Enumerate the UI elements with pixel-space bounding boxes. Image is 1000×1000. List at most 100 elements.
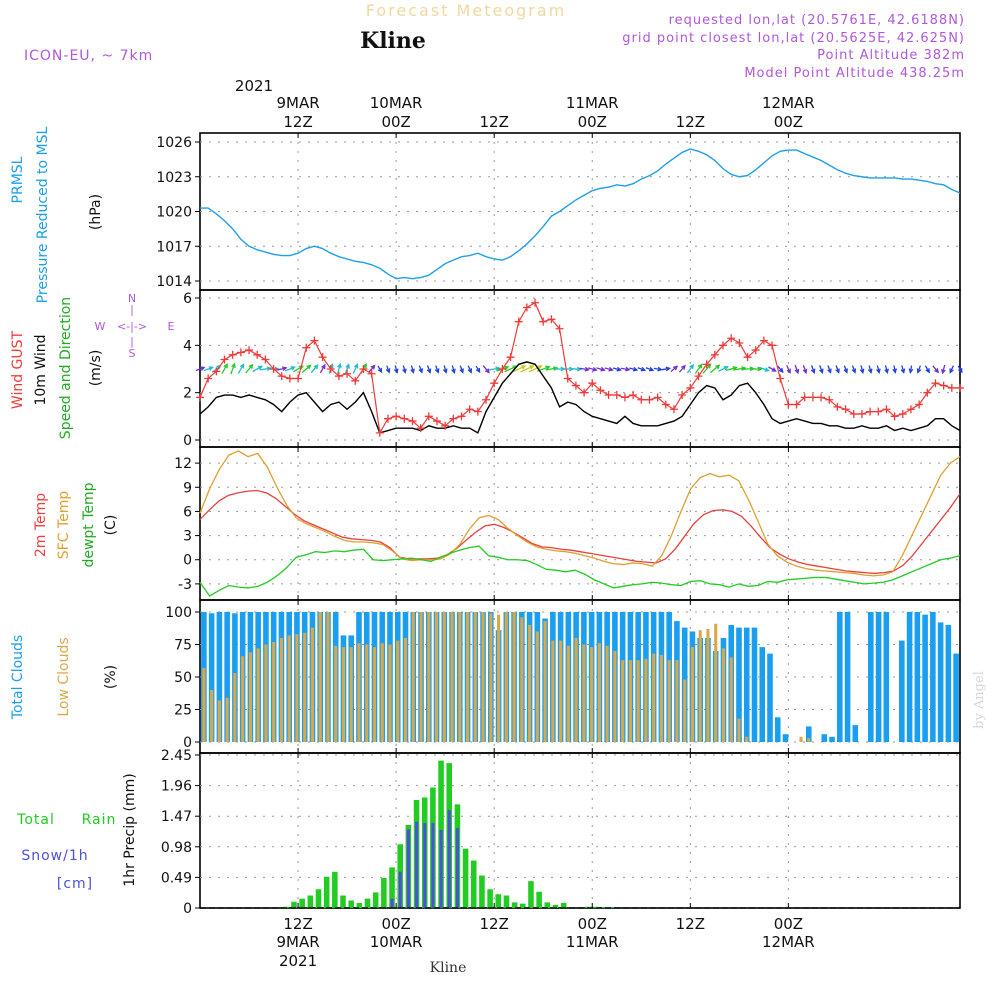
low-clouds-bar (590, 647, 594, 742)
wind-gust-marker (792, 400, 801, 409)
precipitation-ytick-label: 0.49 (161, 870, 192, 886)
rain-bar (479, 875, 485, 908)
wind-arrow (892, 365, 898, 374)
wind-arrow-head (819, 368, 824, 374)
wind-labels: Wind GUST 10m Wind Speed and Direction (… (10, 292, 175, 439)
low-clouds-bar (690, 647, 694, 742)
compass-n-bar: | (130, 303, 134, 316)
wind-arrow-shaft (195, 366, 205, 372)
rain-bar (372, 892, 379, 908)
rain-bar (585, 906, 591, 908)
wind-arrow-head (859, 368, 865, 375)
low-clouds-bar (574, 638, 578, 742)
rain-bar (315, 889, 322, 908)
temperature-ytick-label: -3 (178, 577, 192, 593)
wind-arrow-head (529, 365, 535, 370)
rain-bar (536, 891, 542, 908)
wind-gust-marker (228, 350, 237, 359)
total-clouds-bar (751, 627, 758, 742)
low-clouds-bar (326, 612, 330, 742)
wind-gust-marker (359, 365, 368, 373)
low-clouds-bar (434, 612, 439, 742)
wind-gust-marker (506, 353, 515, 362)
wind-ytick-label: 2 (183, 386, 192, 402)
wind-arrow (884, 365, 889, 375)
total-clouds-bar (759, 647, 766, 742)
top-axis-time: 12Z (676, 113, 705, 131)
wind-arrow-head (757, 366, 763, 372)
total-clouds-bar (922, 614, 928, 742)
total-clouds-bar (899, 640, 905, 742)
rain-bar (332, 871, 338, 908)
snow-bar (406, 829, 410, 908)
wind-gust-marker (882, 405, 891, 414)
wind-arrow-shaft (579, 367, 589, 371)
low-clouds-bar (667, 660, 671, 742)
total-clouds-bar (883, 612, 890, 742)
rain-bar (340, 895, 346, 908)
total-clouds-bar (914, 612, 921, 742)
clouds-ytick-label: 75 (174, 638, 192, 654)
wind-arrow-head (200, 366, 206, 371)
wind-arrow-head (231, 362, 236, 368)
wind-arrow-head (934, 368, 940, 374)
wind-gust-marker (784, 400, 793, 409)
wind-arrow-shaft (310, 364, 319, 374)
wind-arrow-head (843, 368, 848, 374)
wind-arrow-head (274, 366, 280, 372)
wind-arrow (337, 362, 342, 374)
wind-arrow (908, 365, 914, 374)
low-clouds-bar (248, 652, 252, 742)
low-clouds-bar (675, 660, 679, 742)
wind-arrow-head (697, 363, 703, 369)
wind-arrow-head (248, 363, 254, 369)
low-clouds-bar (706, 628, 710, 742)
low-clouds-bar (341, 647, 346, 742)
rain-bar (299, 898, 305, 908)
wind-arrow-shaft (520, 365, 534, 373)
temp-2m-label: 2m Temp (33, 493, 49, 557)
precip-snow-label: Snow/1h (21, 848, 88, 864)
wind-arrow (924, 365, 930, 374)
wind-gust-marker (441, 421, 450, 430)
requested-lonlat: requested lon,lat (20.5761E, 42.6188N) (669, 13, 965, 28)
wind-arrow-head (810, 368, 816, 374)
wind-arrow-shaft (284, 366, 295, 372)
wind-arrow-shaft (352, 364, 358, 374)
low-clouds-label: Low Clouds (56, 637, 72, 716)
clouds-ytick-label: 0 (183, 735, 192, 751)
wind-arrow-head (876, 368, 881, 374)
wind-arrow-head (418, 368, 423, 374)
wind-gust-marker (580, 388, 589, 397)
wind-arrow-head (545, 365, 551, 371)
low-clouds-bar (497, 614, 501, 742)
wind-arrow-head (484, 368, 490, 374)
wind-gust-marker (825, 395, 834, 404)
low-clouds-bar (372, 647, 377, 742)
rain-bar (356, 903, 363, 908)
total-clouds-bar (945, 625, 952, 742)
wind-direction-arrows (195, 362, 963, 375)
wind-arrow-head (385, 368, 391, 374)
wind-arrow (932, 365, 940, 374)
credit: by Angel (972, 671, 987, 729)
wind-arrow (810, 365, 816, 374)
precipitation-ytick-label: 1.96 (161, 779, 192, 795)
wind-gust-marker (898, 409, 907, 418)
wind-arrow (579, 366, 590, 372)
wind-arrow-head (239, 363, 245, 369)
wind-gust-marker (383, 414, 392, 423)
wind-arrow-head (475, 367, 481, 374)
wind-gust-marker (236, 348, 245, 357)
low-clouds-bar (380, 643, 384, 742)
precip-unit-label: [cm] (57, 876, 93, 892)
wind-gust-marker (620, 393, 629, 402)
wind-gust-marker (669, 405, 678, 414)
clouds-ytick-label: 25 (174, 703, 192, 719)
footer-station: Kline (430, 960, 467, 976)
low-clouds-bar (543, 621, 547, 742)
pressure-ytick-label: 1014 (156, 274, 192, 290)
wind-arrow-head (723, 366, 729, 371)
wind-arrow-head (802, 368, 808, 375)
